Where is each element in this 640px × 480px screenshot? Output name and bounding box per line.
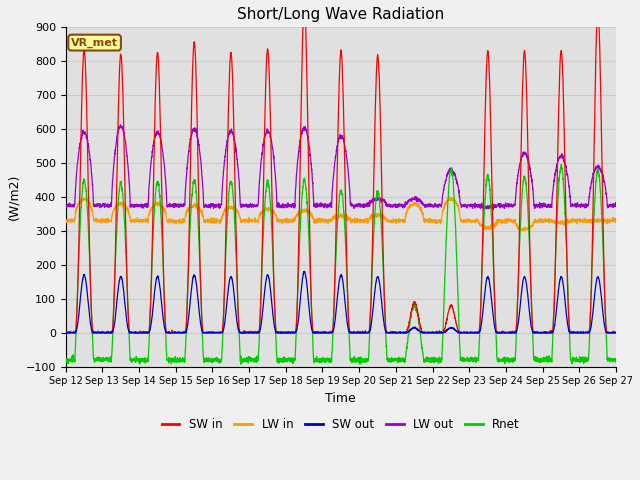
Title: Short/Long Wave Radiation: Short/Long Wave Radiation [237, 7, 444, 22]
X-axis label: Time: Time [326, 392, 356, 405]
Legend: SW in, LW in, SW out, LW out, Rnet: SW in, LW in, SW out, LW out, Rnet [157, 413, 525, 436]
Y-axis label: (W/m2): (W/m2) [7, 174, 20, 220]
Text: VR_met: VR_met [71, 37, 118, 48]
